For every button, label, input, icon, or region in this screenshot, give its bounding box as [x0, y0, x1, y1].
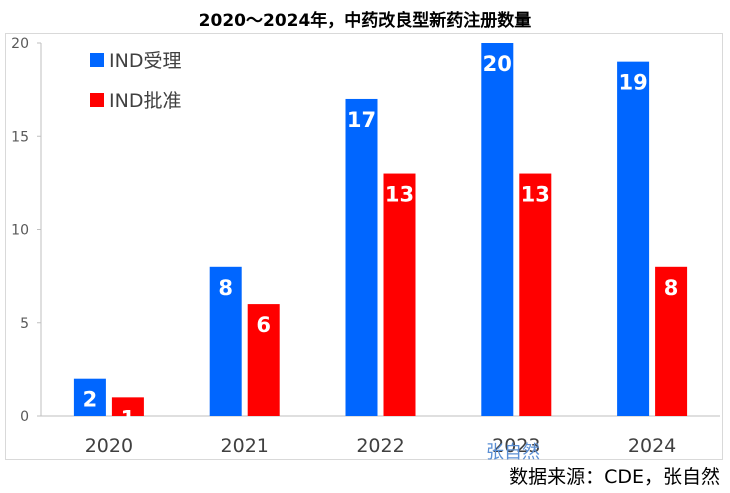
plot-frame	[5, 33, 723, 460]
bar-value-label: 13	[385, 183, 414, 207]
y-tick-label: 20	[11, 36, 29, 52]
bar-ind-approved	[655, 266, 688, 416]
x-tick-label: 2021	[221, 435, 269, 457]
bar-value-label: 19	[618, 71, 647, 95]
y-tick-label: 5	[20, 316, 29, 332]
legend-swatch	[90, 53, 104, 67]
bar-ind-approved	[111, 397, 144, 416]
y-tick-label: 15	[11, 129, 29, 145]
bar-value-label: 17	[347, 108, 376, 132]
x-tick-label: 2023	[492, 435, 540, 457]
bar-value-label: 1	[121, 406, 136, 430]
watermark: 张自然	[486, 442, 540, 463]
bar-ind-accepted	[617, 61, 650, 417]
bar-ind-accepted	[209, 266, 242, 416]
x-tick-label: 2024	[628, 435, 676, 457]
x-tick-label: 2022	[356, 435, 404, 457]
bar-value-label: 8	[664, 276, 679, 300]
bar-value-label: 2	[83, 388, 98, 412]
y-tick-label: 0	[20, 409, 29, 425]
bar-value-label: 13	[521, 183, 550, 207]
bar-ind-accepted	[481, 43, 514, 416]
legend-label: IND受理	[109, 50, 181, 72]
bar-value-label: 20	[483, 52, 512, 76]
y-tick-label: 10	[11, 223, 29, 239]
legend-label: IND批准	[109, 90, 181, 112]
bar-ind-approved	[247, 304, 280, 416]
source-note: 数据来源：CDE，张自然	[509, 466, 720, 488]
chart-title: 2020～2024年，中药改良型新药注册数量	[198, 11, 532, 31]
legend-swatch	[90, 93, 104, 107]
bar-value-label: 6	[256, 313, 271, 337]
bar-ind-approved	[519, 173, 552, 416]
bar-ind-accepted	[73, 378, 106, 416]
bar-ind-accepted	[345, 98, 378, 416]
bar-ind-approved	[383, 173, 416, 416]
x-tick-label: 2020	[85, 435, 133, 457]
bar-value-label: 8	[218, 276, 233, 300]
